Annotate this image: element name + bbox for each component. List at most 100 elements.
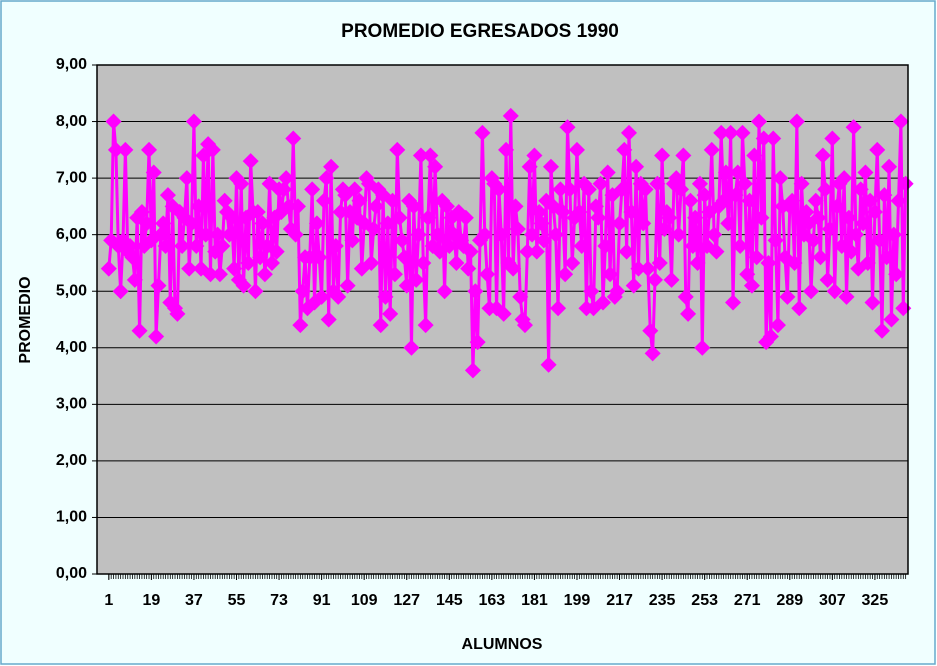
point-marker [673, 181, 690, 198]
point-marker [382, 305, 399, 322]
point-marker [635, 215, 652, 232]
point-marker [857, 164, 874, 181]
point-marker [717, 164, 734, 181]
point-marker [292, 317, 309, 334]
point-marker [691, 175, 708, 192]
y-tick-label: 1,00 [56, 509, 87, 526]
point-marker [561, 181, 578, 198]
point-marker [647, 271, 664, 288]
point-marker [826, 283, 843, 300]
point-marker [616, 141, 633, 158]
point-marker [803, 283, 820, 300]
point-marker [223, 209, 240, 226]
point-marker [204, 141, 221, 158]
point-marker [169, 305, 186, 322]
point-marker [323, 158, 340, 175]
x-tick-label: 109 [351, 592, 378, 609]
point-marker [422, 147, 439, 164]
point-marker [124, 249, 141, 266]
point-marker [427, 158, 444, 175]
point-marker [188, 237, 205, 254]
point-marker [126, 271, 143, 288]
point-marker [663, 271, 680, 288]
point-marker [311, 249, 328, 266]
point-marker [668, 170, 685, 187]
series-line [107, 114, 908, 372]
point-marker [807, 192, 824, 209]
point-marker [505, 260, 522, 277]
point-marker [741, 192, 758, 209]
point-marker [580, 181, 597, 198]
point-marker [391, 209, 408, 226]
plot-border [96, 64, 909, 575]
x-tick-label: 127 [393, 592, 420, 609]
chart-title: PROMEDIO EGRESADOS 1990 [341, 21, 619, 42]
point-marker [107, 141, 124, 158]
point-marker [568, 141, 585, 158]
point-marker [821, 221, 838, 238]
point-marker [788, 113, 805, 130]
point-marker [216, 192, 233, 209]
point-marker [332, 204, 349, 221]
point-marker [351, 192, 368, 209]
point-marker [656, 221, 673, 238]
point-marker [365, 221, 382, 238]
x-tick-label: 1 [104, 592, 113, 609]
point-marker [869, 141, 886, 158]
x-tick-label: 91 [313, 592, 331, 609]
y-tick-label: 9,00 [56, 56, 87, 73]
x-tick-label: 55 [228, 592, 246, 609]
point-marker [547, 226, 564, 243]
point-marker [602, 266, 619, 283]
point-marker [881, 158, 898, 175]
point-marker [289, 198, 306, 215]
point-marker [630, 260, 647, 277]
point-marker [670, 226, 687, 243]
point-marker [242, 153, 259, 170]
point-marker [661, 209, 678, 226]
point-marker [623, 204, 640, 221]
point-marker [743, 277, 760, 294]
point-marker [587, 198, 604, 215]
point-marker [573, 237, 590, 254]
point-marker [535, 232, 552, 249]
point-marker [159, 187, 176, 204]
marks [100, 107, 914, 379]
point-marker [464, 362, 481, 379]
point-marker [287, 226, 304, 243]
point-marker [339, 277, 356, 294]
x-axis-label: ALUMNOS [462, 636, 543, 653]
point-marker [772, 170, 789, 187]
x-tick-label: 181 [521, 592, 548, 609]
point-marker [509, 221, 526, 238]
point-marker [798, 204, 815, 221]
point-marker [441, 237, 458, 254]
point-marker [684, 237, 701, 254]
point-marker [746, 147, 763, 164]
point-marker [462, 243, 479, 260]
point-marker [313, 288, 330, 305]
point-marker [755, 130, 772, 147]
point-marker [526, 147, 543, 164]
x-tick-label: 163 [479, 592, 506, 609]
point-marker [275, 181, 292, 198]
point-marker [597, 237, 614, 254]
point-marker [845, 119, 862, 136]
point-marker [888, 266, 905, 283]
point-marker [524, 226, 541, 243]
point-marker [507, 198, 524, 215]
point-marker [713, 124, 730, 141]
point-marker [235, 277, 252, 294]
point-marker [252, 249, 269, 266]
point-marker [786, 254, 803, 271]
point-marker [240, 254, 257, 271]
point-marker [155, 215, 172, 232]
point-marker [221, 226, 238, 243]
x-tick-label: 307 [819, 592, 846, 609]
point-marker [725, 294, 742, 311]
point-marker [209, 226, 226, 243]
point-marker [493, 226, 510, 243]
point-marker [866, 204, 883, 221]
x-tick-label: 37 [185, 592, 203, 609]
